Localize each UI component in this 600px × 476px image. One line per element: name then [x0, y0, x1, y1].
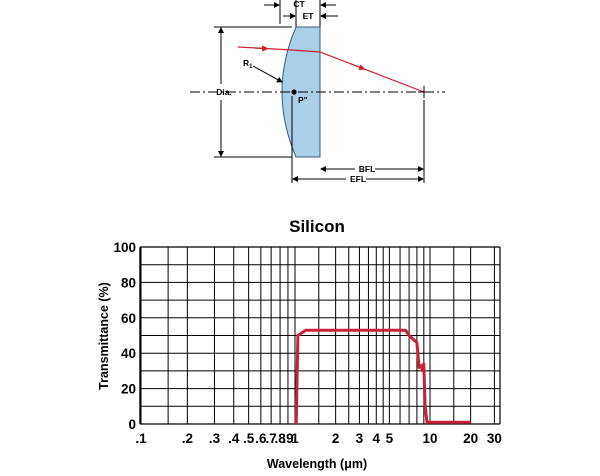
x-tick-label: .7	[266, 431, 277, 446]
principal-point	[291, 89, 297, 95]
r1-leader	[252, 65, 283, 83]
x-tick-label: 1	[291, 431, 299, 446]
x-tick-label: .9	[282, 431, 293, 446]
x-tick-label: .4	[228, 431, 240, 446]
bfl-label: BFL	[359, 164, 376, 174]
y-tick-labels: 0 20 40 60 80 100	[113, 240, 136, 432]
dia-label: Dia.	[216, 87, 232, 97]
chart-grid	[139, 246, 501, 425]
x-tick-label: .5	[243, 431, 255, 446]
y-tick-label: 40	[121, 346, 136, 361]
x-tick-label: .6	[255, 431, 267, 446]
y-tick-label: 0	[128, 417, 136, 432]
x-tick-label: 20	[463, 431, 478, 446]
r1-label-main: R	[243, 58, 249, 68]
y-tick-label: 60	[121, 311, 136, 326]
x-tick-label: .2	[182, 431, 193, 446]
ray-arrow-2	[349, 62, 366, 70]
transmittance-series-line	[294, 328, 471, 425]
ray-arrow-1	[254, 45, 269, 52]
ray	[237, 46, 425, 93]
x-tick-label: 2	[332, 431, 340, 446]
ct-label: CT	[293, 0, 305, 9]
x-tick-label: .8	[274, 431, 286, 446]
x-tick-label: 10	[422, 431, 437, 446]
r1-label: R1	[243, 58, 253, 70]
x-axis-title: Wavelength (μm)	[267, 457, 367, 471]
x-tick-label: .1	[135, 431, 147, 446]
et-label: ET	[303, 11, 315, 21]
y-tick-label: 20	[121, 382, 136, 397]
y-axis-title: Transmittance (%)	[97, 282, 111, 390]
y-tick-label: 100	[113, 240, 136, 255]
series-layer	[294, 328, 471, 425]
lens-diagram: CT ET Dia. R1 P" BFL	[190, 0, 445, 184]
r1-label-sub: 1	[249, 64, 253, 70]
chart-title: Silicon	[289, 217, 345, 236]
efl-label: EFL	[350, 174, 366, 184]
x-tick-label: .3	[209, 431, 221, 446]
x-tick-labels: .1 .2 .3 .4.5.6.7.8.91 2 3 4 5 10 20 30	[135, 431, 502, 446]
y-tick-label: 80	[121, 275, 136, 290]
x-tick-label: 30	[487, 431, 502, 446]
x-tick-label: 3	[356, 431, 364, 446]
x-tick-label: 5	[386, 431, 394, 446]
x-tick-label: 4	[373, 431, 381, 446]
principal-point-label: P"	[298, 95, 308, 105]
